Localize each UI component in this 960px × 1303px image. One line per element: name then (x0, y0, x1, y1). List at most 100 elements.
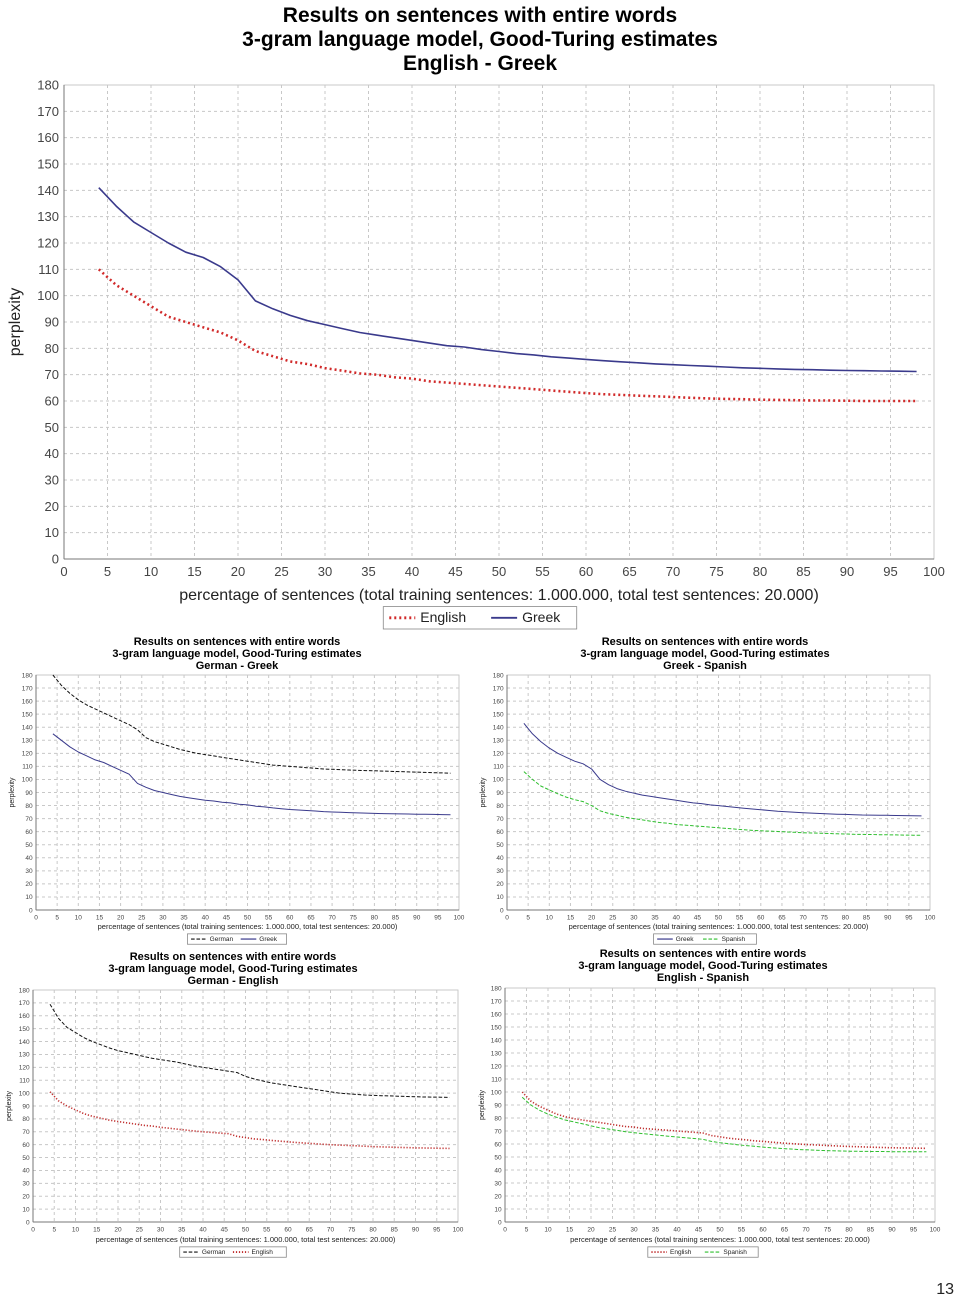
y-tick-label: 180 (37, 78, 59, 93)
x-tick-label: 70 (802, 1226, 810, 1233)
chart-title-line: German - English (187, 975, 278, 987)
y-tick-label: 140 (22, 724, 33, 731)
y-tick-label: 170 (22, 685, 33, 692)
x-tick-label: 65 (622, 564, 636, 579)
y-tick-label: 10 (494, 1206, 502, 1213)
chart-title-line: Results on sentences with entire words (134, 636, 341, 648)
series-line-greek (52, 733, 451, 816)
chart-title-line: 3-gram language model, Good-Turing estim… (112, 648, 361, 660)
x-tick-label: 5 (526, 914, 530, 921)
y-tick-label: 70 (496, 816, 504, 823)
y-tick-label: 60 (25, 829, 33, 836)
y-tick-label: 40 (494, 1167, 502, 1174)
y-tick-label: 40 (22, 1168, 30, 1175)
y-tick-label: 50 (496, 842, 504, 849)
x-tick-label: 5 (52, 1226, 56, 1233)
x-tick-label: 45 (448, 564, 462, 579)
x-tick-label: 0 (31, 1226, 35, 1233)
series-line-greek (523, 722, 922, 817)
y-tick-label: 100 (37, 288, 59, 303)
x-tick-label: 15 (567, 914, 575, 921)
y-tick-label: 10 (25, 894, 33, 901)
y-tick-label: 50 (45, 420, 59, 435)
x-tick-label: 75 (350, 914, 358, 921)
y-tick-label: 150 (493, 711, 504, 718)
x-tick-label: 10 (546, 914, 554, 921)
y-tick-label: 140 (19, 1039, 30, 1046)
y-tick-label: 150 (19, 1026, 30, 1033)
x-tick-label: 50 (492, 564, 506, 579)
y-tick-label: 30 (496, 868, 504, 875)
x-tick-label: 35 (180, 914, 188, 921)
y-tick-label: 140 (37, 183, 59, 198)
x-tick-label: 30 (159, 914, 167, 921)
x-tick-label: 30 (318, 564, 332, 579)
y-tick-label: 170 (19, 1000, 30, 1007)
x-tick-label: 10 (72, 1226, 80, 1233)
y-tick-label: 20 (45, 499, 59, 514)
y-tick-label: 60 (496, 829, 504, 836)
y-tick-label: 110 (493, 764, 504, 771)
x-tick-label: 35 (651, 914, 659, 921)
y-tick-label: 170 (37, 104, 59, 119)
x-tick-label: 60 (757, 914, 765, 921)
x-tick-label: 5 (55, 914, 59, 921)
x-tick-label: 0 (34, 914, 38, 921)
x-tick-label: 90 (412, 1226, 420, 1233)
chart-1: Results on sentences with entire words3-… (7, 4, 945, 630)
y-tick-label: 180 (22, 672, 33, 679)
x-tick-label: 70 (328, 914, 336, 921)
x-tick-label: 80 (842, 914, 850, 921)
x-tick-label: 25 (274, 564, 288, 579)
x-tick-label: 30 (157, 1226, 165, 1233)
y-tick-label: 50 (494, 1154, 502, 1161)
chart-title-line: Results on sentences with entire words (130, 951, 337, 963)
y-tick-label: 100 (491, 1089, 502, 1096)
x-tick-label: 25 (138, 914, 146, 921)
x-tick-label: 95 (434, 914, 442, 921)
series-line-english (521, 1091, 927, 1150)
y-tick-label: 20 (25, 881, 33, 888)
y-tick-label: 160 (493, 698, 504, 705)
x-tick-label: 15 (93, 1226, 101, 1233)
y-tick-label: 50 (25, 842, 33, 849)
x-tick-label: 50 (715, 914, 723, 921)
y-tick-label: 70 (494, 1128, 502, 1135)
x-tick-label: 45 (223, 914, 231, 921)
x-tick-label: 90 (840, 564, 854, 579)
x-tick-label: 55 (265, 914, 273, 921)
x-tick-label: 40 (405, 564, 419, 579)
x-tick-label: 15 (566, 1226, 574, 1233)
y-tick-label: 20 (496, 881, 504, 888)
x-tick-label: 0 (60, 564, 67, 579)
legend-label: Greek (259, 936, 277, 943)
x-tick-label: 100 (923, 564, 945, 579)
y-tick-label: 60 (22, 1142, 30, 1149)
y-tick-label: 100 (19, 1090, 30, 1097)
y-tick-label: 170 (493, 685, 504, 692)
x-axis-label: percentage of sentences (total training … (96, 1235, 396, 1244)
x-tick-label: 95 (905, 914, 913, 921)
x-tick-label: 70 (799, 914, 807, 921)
x-tick-label: 85 (867, 1226, 875, 1233)
x-tick-label: 10 (544, 1226, 552, 1233)
y-tick-label: 10 (496, 894, 504, 901)
y-tick-label: 120 (22, 751, 33, 758)
y-tick-label: 160 (491, 1011, 502, 1018)
x-tick-label: 35 (178, 1226, 186, 1233)
y-tick-label: 90 (494, 1102, 502, 1109)
legend-label: English (670, 1249, 692, 1256)
chart-title-line: 3-gram language model, Good-Turing estim… (242, 28, 718, 51)
y-axis-label: perplexity (7, 288, 24, 356)
series-line-german (52, 674, 451, 774)
x-tick-label: 50 (244, 914, 252, 921)
x-tick-label: 65 (307, 914, 315, 921)
y-tick-label: 130 (37, 209, 59, 224)
x-tick-label: 45 (221, 1226, 229, 1233)
x-tick-label: 65 (306, 1226, 314, 1233)
y-tick-label: 90 (45, 315, 59, 330)
x-tick-label: 90 (413, 914, 421, 921)
x-axis-label: percentage of sentences (total training … (570, 1235, 870, 1244)
x-tick-label: 20 (117, 914, 125, 921)
x-tick-label: 60 (286, 914, 294, 921)
